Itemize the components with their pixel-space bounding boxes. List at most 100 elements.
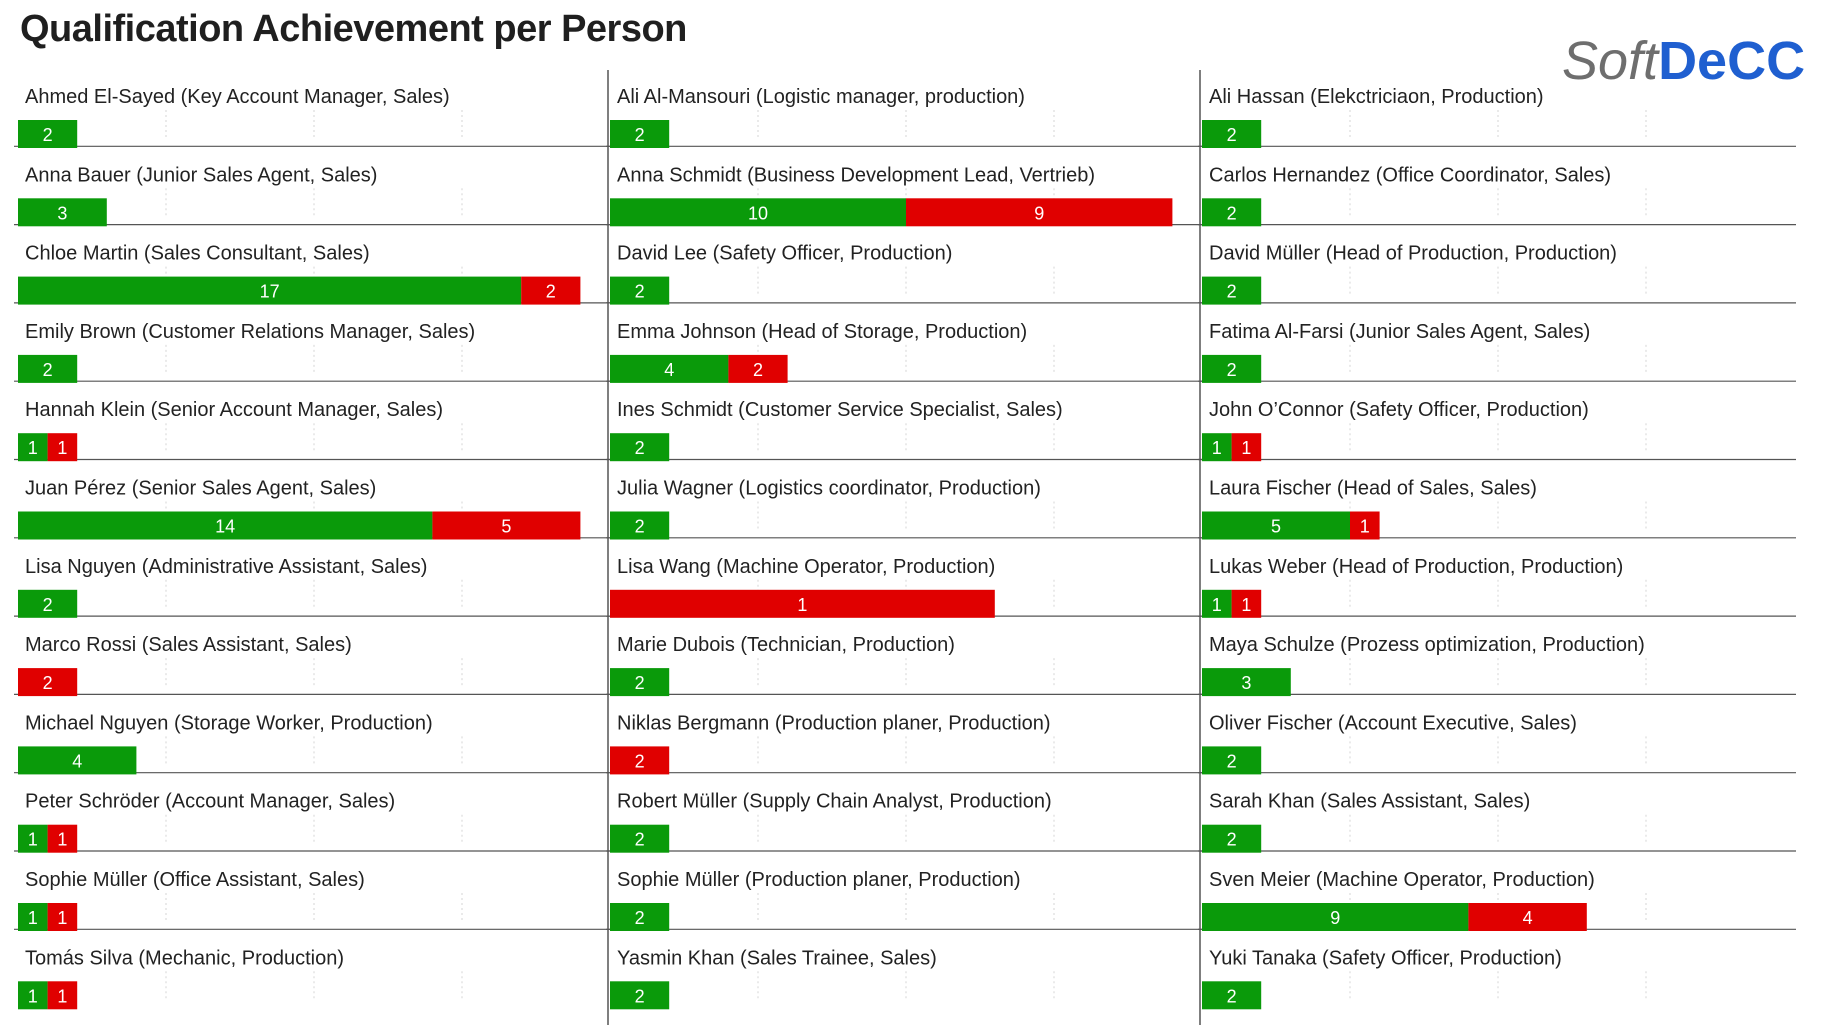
achieved-value: 2: [1227, 282, 1237, 302]
page-title: Qualification Achievement per Person: [20, 8, 687, 50]
not-achieved-bar: [47, 903, 78, 931]
person-row: Anna Schmidt (Business Development Lead,…: [606, 164, 1204, 227]
achieved-bar: [18, 589, 78, 618]
achieved-bar: [18, 354, 78, 383]
person-row: Sven Meier (Machine Operator, Production…: [1198, 869, 1796, 931]
person-label: Anna Schmidt (Business Development Lead,…: [617, 164, 1095, 186]
person-row: Ali Al-Mansouri (Logistic manager, produ…: [606, 86, 1204, 148]
logo-text-soft: Soft: [1562, 31, 1659, 91]
achieved-bar: [610, 276, 670, 305]
person-label: Emma Johnson (Head of Storage, Productio…: [617, 321, 1027, 343]
achieved-bar: [18, 903, 48, 931]
person-label: Marco Rossi (Sales Assistant, Sales): [25, 634, 352, 656]
person-label: Ali Al-Mansouri (Logistic manager, produ…: [617, 86, 1025, 108]
person-row: Yasmin Khan (Sales Trainee, Sales) 2: [610, 947, 1055, 1010]
not-achieved-value: 1: [1360, 517, 1370, 537]
person-label: Ines Schmidt (Customer Service Specialis…: [617, 399, 1063, 421]
achieved-value: 2: [43, 360, 53, 380]
person-label: Emily Brown (Customer Relations Manager,…: [25, 321, 475, 343]
person-row: Peter Schröder (Account Manager, Sales) 1…: [14, 791, 612, 853]
person-label: Yasmin Khan (Sales Trainee, Sales): [617, 947, 937, 969]
achieved-value: 1: [1212, 595, 1222, 615]
not-achieved-bar: [1350, 511, 1380, 540]
logo-text-decc: DeCC: [1658, 31, 1806, 91]
person-row: Sarah Khan (Sales Assistant, Sales) 2: [1198, 791, 1796, 853]
achieved-bar: [1202, 511, 1350, 540]
person-row: Sophie Müller (Production planer, Produc…: [606, 869, 1204, 931]
not-achieved-bar: [18, 668, 78, 697]
achieved-bar: [610, 903, 670, 931]
achieved-value: 17: [260, 282, 280, 302]
achieved-bar: [610, 354, 729, 383]
person-label: Michael Nguyen (Storage Worker, Producti…: [25, 712, 433, 734]
achieved-value: 2: [1227, 360, 1237, 380]
achieved-bar: [18, 276, 522, 305]
achieved-value: 2: [1227, 751, 1237, 771]
person-label: Robert Müller (Supply Chain Analyst, Pro…: [617, 791, 1052, 813]
person-label: Yuki Tanaka (Safety Officer, Production): [1209, 947, 1562, 969]
achieved-value: 4: [72, 751, 82, 771]
person-label: David Müller (Head of Production, Produc…: [1209, 243, 1617, 265]
achieved-value: 2: [43, 125, 53, 145]
achieved-value: 2: [635, 673, 645, 693]
person-label: Ali Hassan (Elekctriciaon, Production): [1209, 86, 1544, 108]
achieved-value: 1: [1212, 438, 1222, 458]
achieved-bar: [18, 824, 48, 853]
person-label: Ahmed El-Sayed (Key Account Manager, Sal…: [25, 86, 450, 108]
person-row: Niklas Bergmann (Production planer, Prod…: [606, 712, 1204, 775]
achieved-bar: [1202, 589, 1232, 618]
achieved-value: 14: [215, 517, 235, 537]
achieved-bar: [610, 433, 670, 462]
achieved-bar: [18, 511, 433, 540]
person-row: Lukas Weber (Head of Production, Product…: [1198, 556, 1796, 618]
person-row: Marie Dubois (Technician, Production) 2: [606, 634, 1204, 697]
person-label: Niklas Bergmann (Production planer, Prod…: [617, 712, 1051, 734]
person-label: Chloe Martin (Sales Consultant, Sales): [25, 243, 370, 265]
person-label: Hannah Klein (Senior Account Manager, Sa…: [25, 399, 443, 421]
person-row: Ali Hassan (Elekctriciaon, Production) 2: [1198, 86, 1796, 148]
achieved-bar: [610, 981, 670, 1010]
achieved-bar: [1202, 746, 1262, 775]
person-label: Sophie Müller (Office Assistant, Sales): [25, 869, 365, 891]
achieved-bar: [1202, 120, 1262, 148]
achieved-bar: [610, 824, 670, 853]
achieved-value: 2: [1227, 986, 1237, 1006]
person-row: John O’Connor (Safety Officer, Productio…: [1198, 399, 1796, 462]
achieved-value: 1: [28, 830, 38, 850]
achieved-value: 10: [748, 203, 768, 223]
person-row: Hannah Klein (Senior Account Manager, Sa…: [14, 399, 612, 462]
not-achieved-bar: [610, 589, 995, 618]
person-label: Carlos Hernandez (Office Coordinator, Sa…: [1209, 164, 1611, 186]
achieved-value: 2: [635, 282, 645, 302]
person-label: Lukas Weber (Head of Production, Product…: [1209, 556, 1623, 578]
not-achieved-value: 1: [797, 595, 807, 615]
person-row: Oliver Fischer (Account Executive, Sales…: [1198, 712, 1796, 775]
not-achieved-bar: [906, 198, 1173, 227]
person-row: Carlos Hernandez (Office Coordinator, Sa…: [1198, 164, 1796, 227]
person-row: Fatima Al-Farsi (Junior Sales Agent, Sal…: [1198, 321, 1796, 383]
achieved-bar: [18, 198, 107, 227]
not-achieved-value: 1: [1241, 595, 1251, 615]
achieved-bar: [1202, 668, 1291, 697]
not-achieved-value: 9: [1034, 203, 1044, 223]
achieved-value: 2: [635, 125, 645, 145]
achieved-bar: [1202, 276, 1262, 305]
person-row: Ahmed El-Sayed (Key Account Manager, Sal…: [14, 86, 612, 148]
not-achieved-value: 2: [635, 751, 645, 771]
person-row: Anna Bauer (Junior Sales Agent, Sales) 3: [14, 164, 612, 227]
not-achieved-bar: [610, 746, 670, 775]
achieved-value: 2: [635, 986, 645, 1006]
achieved-bar: [1202, 903, 1469, 931]
achieved-bar: [610, 198, 906, 227]
person-label: Sven Meier (Machine Operator, Production…: [1209, 869, 1595, 891]
not-achieved-value: 2: [753, 360, 763, 380]
person-label: Lisa Nguyen (Administrative Assistant, S…: [25, 556, 427, 578]
not-achieved-bar: [47, 824, 78, 853]
achieved-value: 2: [635, 830, 645, 850]
achieved-bar: [610, 120, 670, 148]
not-achieved-value: 1: [1241, 438, 1251, 458]
person-row: David Müller (Head of Production, Produc…: [1198, 243, 1796, 305]
person-row: Julia Wagner (Logistics coordinator, Pro…: [606, 478, 1204, 540]
not-achieved-value: 1: [57, 908, 67, 928]
achieved-bar: [18, 746, 137, 775]
